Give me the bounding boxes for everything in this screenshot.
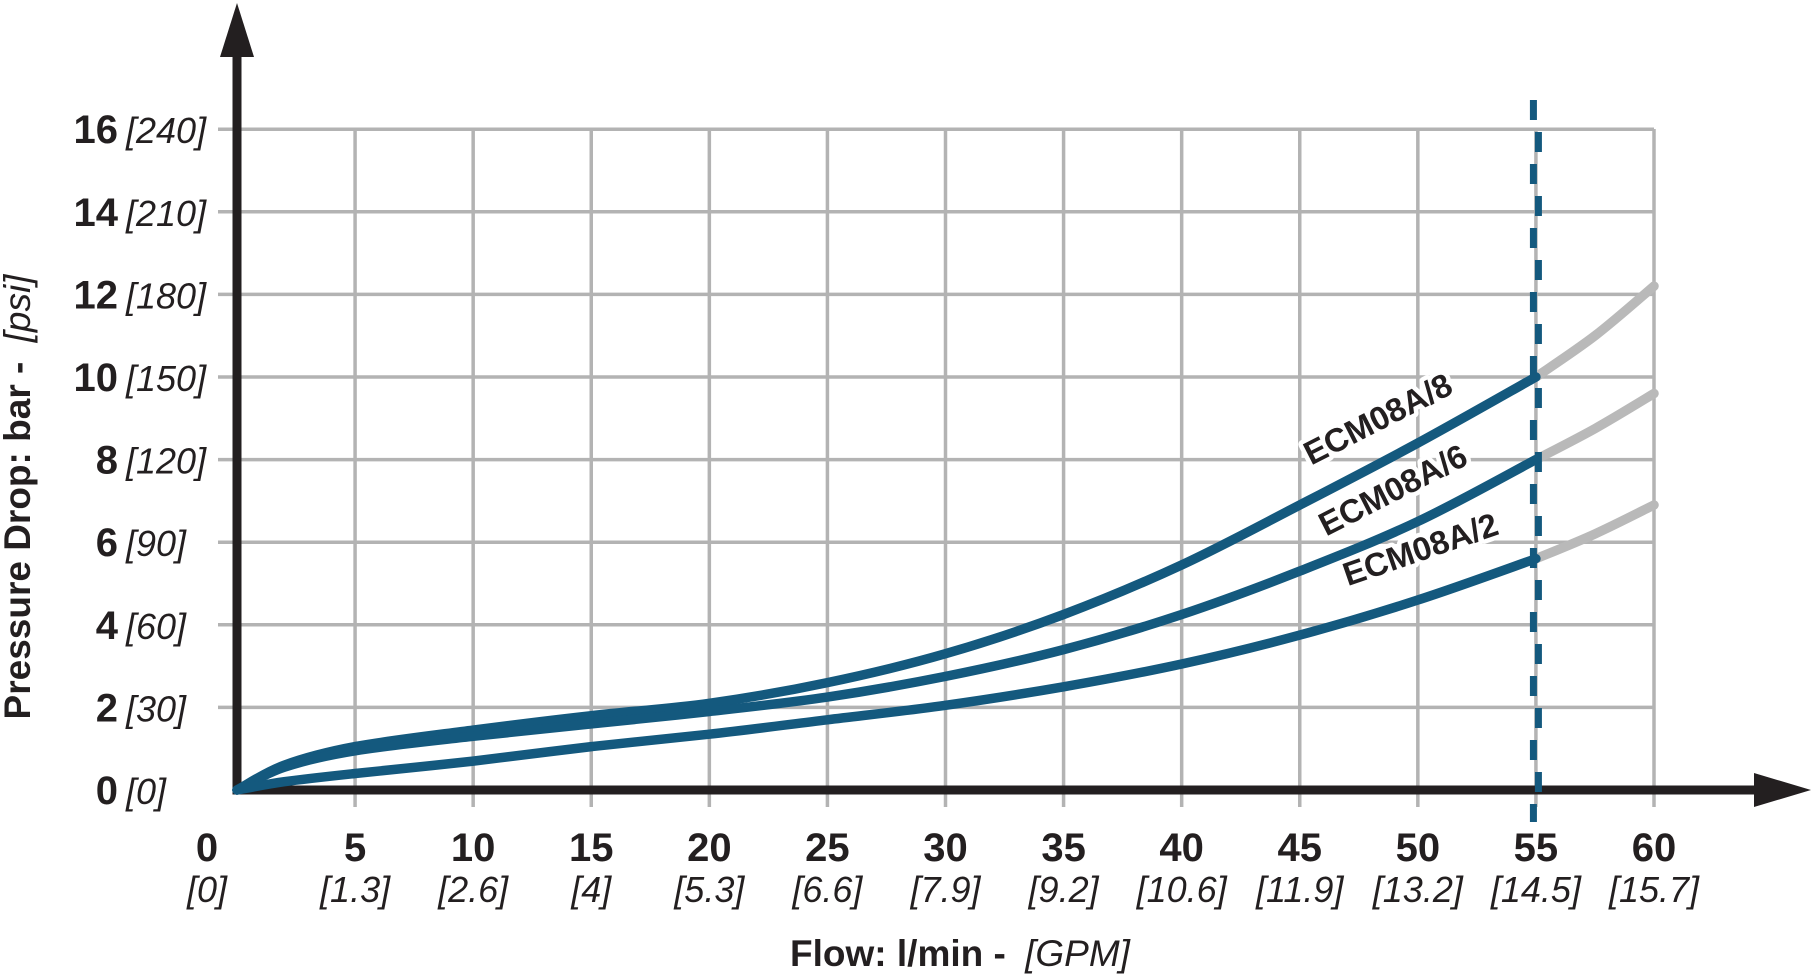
y-tick-psi-10: [150] (125, 358, 207, 399)
x-tick-lmin-5: 5 (344, 826, 366, 870)
y-tick-bar-16: 16 (74, 108, 119, 152)
x-tick-gpm-0: [0] (186, 869, 228, 910)
curve-ecm08a-2 (232, 553, 1541, 795)
x-tick-gpm-55: [14.5] (1490, 869, 1582, 910)
y-tick-bar-2: 2 (96, 686, 118, 730)
x-tick-gpm-40: [10.6] (1136, 869, 1228, 910)
y-tick-bar-10: 10 (74, 356, 119, 400)
y-tick-bar-8: 8 (96, 439, 118, 483)
axes (220, 3, 1811, 807)
curve-extension-ecm08a-6 (1531, 388, 1659, 465)
tick-labels: 0[0]5[1.3]10[2.6]15[4]20[5.3]25[6.6]30[7… (74, 108, 1701, 910)
curve-extension-ecm08a-2 (1531, 500, 1659, 564)
y-tick-psi-2: [30] (125, 688, 187, 729)
curve-ecm08a-8 (232, 372, 1541, 795)
curve-extension-ecm08a-8 (1531, 281, 1659, 382)
y-tick-psi-16: [240] (125, 110, 207, 151)
y-tick-bar-12: 12 (74, 273, 119, 317)
y-tick-psi-12: [180] (125, 275, 207, 316)
x-tick-lmin-40: 40 (1159, 826, 1204, 870)
y-tick-bar-6: 6 (96, 521, 118, 565)
x-tick-lmin-45: 45 (1278, 826, 1323, 870)
curve-extensions-gray (1531, 281, 1659, 564)
x-tick-gpm-5: [1.3] (319, 869, 391, 910)
x-tick-gpm-20: [5.3] (673, 869, 745, 910)
y-axis-title: Pressure Drop: bar - [psi] (0, 274, 38, 720)
y-tick-bar-14: 14 (74, 191, 119, 235)
x-tick-gpm-25: [6.6] (791, 869, 863, 910)
x-tick-lmin-15: 15 (569, 826, 614, 870)
x-tick-gpm-35: [9.2] (1028, 869, 1100, 910)
y-tick-psi-14: [210] (125, 193, 207, 234)
x-tick-lmin-30: 30 (923, 826, 968, 870)
x-axis-arrowhead (1754, 773, 1811, 807)
x-axis-title: Flow: l/min - [GPM] (790, 933, 1131, 974)
y-tick-psi-4: [60] (125, 606, 187, 647)
x-tick-gpm-45: [11.9] (1255, 869, 1344, 910)
y-axis-arrowhead (220, 3, 254, 57)
x-tick-gpm-50: [13.2] (1372, 869, 1464, 910)
x-tick-lmin-50: 50 (1396, 826, 1441, 870)
y-tick-psi-0: [0] (125, 771, 167, 812)
x-tick-lmin-35: 35 (1041, 826, 1086, 870)
x-tick-lmin-55: 55 (1514, 826, 1559, 870)
curve-ecm08a-6 (232, 454, 1541, 795)
x-tick-gpm-30: [7.9] (909, 869, 981, 910)
x-tick-lmin-60: 60 (1632, 826, 1677, 870)
x-tick-lmin-10: 10 (451, 826, 496, 870)
y-tick-bar-4: 4 (96, 604, 119, 648)
x-tick-lmin-20: 20 (687, 826, 732, 870)
y-tick-psi-6: [90] (125, 523, 187, 564)
x-tick-gpm-60: [15.7] (1608, 869, 1700, 910)
y-tick-bar-0: 0 (96, 769, 118, 813)
x-tick-gpm-10: [2.6] (437, 869, 509, 910)
performance-curves (232, 372, 1541, 795)
x-tick-lmin-25: 25 (805, 826, 850, 870)
x-tick-gpm-15: [4] (570, 869, 612, 910)
x-tick-lmin-0: 0 (196, 826, 218, 870)
y-tick-psi-8: [120] (125, 441, 207, 482)
